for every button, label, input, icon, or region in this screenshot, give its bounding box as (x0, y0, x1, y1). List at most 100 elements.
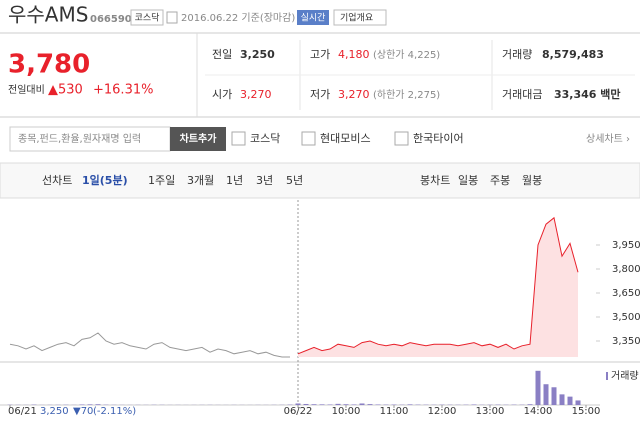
volume-bar (87, 404, 93, 405)
quote-label: 전일 (212, 47, 232, 61)
quote-note: (상한가 4,225) (373, 49, 440, 61)
volume-bar (95, 404, 101, 405)
price-area (298, 217, 578, 357)
volume-bar (527, 404, 533, 405)
x-tick-label: 10:00 (332, 406, 361, 417)
compare-item[interactable]: 한국타이어 (413, 132, 464, 145)
tab[interactable]: 3년 (256, 174, 273, 187)
price-line (9, 332, 290, 358)
legend-swatch (606, 372, 608, 380)
tab[interactable]: 주봉 (490, 174, 510, 187)
stock-name: 우수AMS (8, 3, 88, 27)
realtime-button[interactable] (297, 10, 329, 25)
market-badge (130, 9, 164, 26)
volume-bar (559, 394, 565, 405)
quote-value: 3,250 (240, 48, 275, 61)
quote-value: 3,270 (338, 88, 370, 101)
tab[interactable]: 1일(5분) (82, 173, 128, 187)
y-tick-label: 3,350 (612, 336, 640, 347)
footer-change: ▼70 (73, 406, 93, 417)
tab-label: 선차트 (42, 174, 72, 187)
volume-bar (407, 404, 413, 405)
x-tick-label: 11:00 (380, 406, 409, 417)
stock-code: 066590 (90, 14, 132, 25)
quote-value: 8,579,483 (542, 48, 604, 61)
x-tick-label: 13:00 (476, 406, 505, 417)
volume-bar (535, 370, 541, 405)
checkbox[interactable] (231, 131, 246, 146)
volume-bar (471, 404, 477, 405)
compare-item[interactable]: 코스닥 (250, 132, 280, 145)
volume-bar (311, 404, 317, 405)
legend-label: 거래량 (611, 370, 639, 382)
y-tick-label: 3,950 (612, 240, 640, 251)
market: 코스닥 (135, 13, 160, 24)
add[interactable]: 차트추가 (180, 132, 218, 145)
quote-label: 거래대금 (502, 88, 542, 101)
calendar-icon (166, 11, 178, 24)
add-button[interactable] (170, 127, 226, 151)
volume-bar (319, 404, 325, 405)
quote-value: 3,270 (240, 88, 272, 101)
quote-label: 거래량 (502, 48, 532, 61)
y-tick-label: 3,650 (612, 288, 640, 299)
tab[interactable]: 5년 (286, 174, 303, 187)
quote-label: 고가 (310, 48, 330, 61)
x-tick-label: 15:00 (572, 406, 601, 417)
volume-bar (343, 404, 349, 405)
date: 2016.06.22 기준(장마감) (181, 12, 295, 24)
tab[interactable]: 월봉 (522, 174, 542, 187)
x-tick-label: 06/21 (8, 406, 37, 417)
company[interactable]: 기업개요 (340, 13, 373, 24)
change-label: 전일대비 (8, 84, 45, 96)
checkbox[interactable] (301, 131, 316, 146)
tab-label: 봉차트 (420, 174, 450, 187)
volume-bar (543, 384, 549, 405)
volume-bar (367, 404, 373, 405)
tabs: 1일(5분) 1주일 3개월 1년 3년 5년 일봉 주봉 월봉 (82, 173, 542, 187)
quote-table: 전일 3,250 고가 4,180 (상한가 4,225) 거래량 8,579,483 시가 3… (212, 47, 621, 101)
tab[interactable]: 3개월 (187, 174, 214, 187)
volume-bar (575, 400, 581, 405)
volume-bar (567, 396, 573, 405)
volume-bar (295, 403, 301, 405)
realtime[interactable]: 실시간 (301, 13, 326, 24)
x-tick-label: 12:00 (428, 406, 457, 417)
compare-list: 코스닥 현대모비스 한국타이어 (231, 131, 464, 146)
quote-value: 33,346 백만 (554, 87, 621, 101)
price: 3,780 (8, 50, 90, 80)
checkbox[interactable] (394, 131, 409, 146)
volume-bar (327, 404, 333, 405)
volume-bar (551, 387, 557, 405)
quote-label: 저가 (310, 88, 330, 101)
volume-bar (335, 403, 341, 405)
change: ▲530 (48, 83, 83, 98)
quote-label: 시가 (212, 88, 232, 101)
price-line (297, 216, 579, 355)
y-tick-label: 3,500 (612, 312, 640, 323)
volume-bar (359, 403, 365, 405)
x-tick-label: 14:00 (524, 406, 553, 417)
tab[interactable]: 1년 (226, 174, 243, 187)
detail-link[interactable]: 상세차트 › (586, 133, 630, 145)
company-button[interactable] (333, 9, 387, 26)
volume-bar (351, 404, 357, 405)
search-input[interactable] (9, 126, 171, 152)
y-tick-label: 3,800 (612, 264, 640, 275)
tab[interactable]: 일봉 (458, 173, 478, 187)
footer-close: 3,250 (40, 406, 69, 417)
tab-bar (0, 162, 640, 199)
tab[interactable]: 1주일 (148, 173, 175, 187)
volume-bar (375, 404, 381, 405)
change-pct: +16.31% (93, 83, 153, 98)
compare-item[interactable]: 현대모비스 (320, 132, 371, 145)
volume-bar (303, 403, 309, 405)
placeholder[interactable]: 종목,펀드,환율,원자재명 입력 (18, 132, 141, 145)
volume-bar (79, 404, 85, 405)
quote-note: (하한가 2,275) (373, 88, 440, 101)
quote-value: 4,180 (338, 48, 370, 61)
x-tick-label: 06/22 (284, 406, 313, 417)
footer-pct: (-2.11%) (93, 406, 136, 417)
